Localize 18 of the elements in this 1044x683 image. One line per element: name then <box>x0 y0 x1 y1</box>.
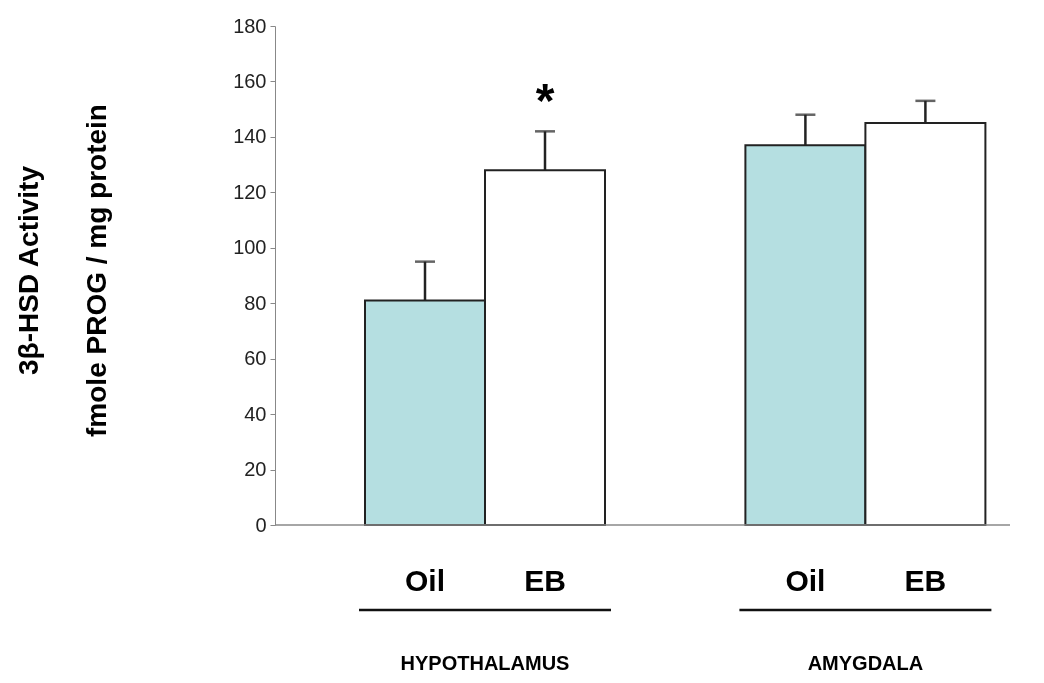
annotation: * <box>535 74 555 128</box>
y-tick-label: 160 <box>233 69 267 92</box>
y-tick-label: 120 <box>233 180 267 203</box>
y-tick-label: 100 <box>233 236 267 259</box>
text: AMYGDALA <box>807 652 924 674</box>
text: HYPOTHALAMUS <box>400 652 570 674</box>
y-tick-label: 60 <box>244 347 267 370</box>
text: 3β-HSD Activity fmole PROG / mg protein <box>13 104 112 437</box>
y-tick-label: 80 <box>244 291 267 314</box>
x-tick-label: EB <box>524 564 566 597</box>
x-tick-label: Oil <box>785 564 826 597</box>
y-tick-label: 180 <box>233 14 267 37</box>
y-tick-label: 0 <box>255 513 267 536</box>
x-tick-label: EB <box>904 564 947 597</box>
x-tick-label: Oil <box>404 564 446 597</box>
y-tick-label: 20 <box>244 458 267 481</box>
y-tick-label: 40 <box>244 402 267 425</box>
y-tick-label: 140 <box>233 125 267 148</box>
